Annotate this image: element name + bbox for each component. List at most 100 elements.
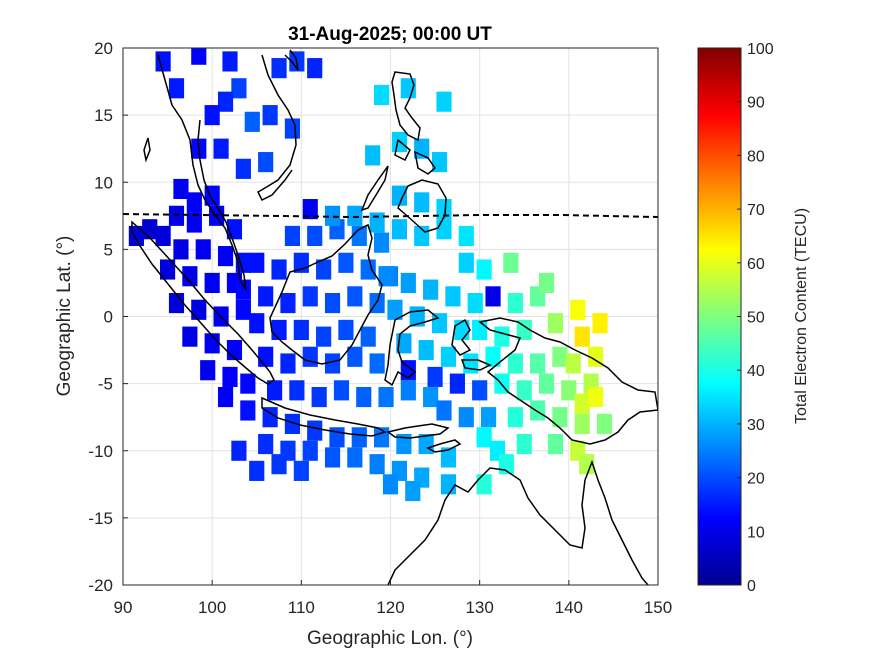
tec-cell — [440, 447, 457, 468]
coastline-malay-peninsula — [157, 54, 247, 291]
tec-cell — [182, 266, 198, 287]
tec-cell — [552, 346, 568, 367]
tec-cell — [485, 286, 501, 307]
tec-cell — [574, 413, 590, 434]
tec-cell — [347, 286, 363, 307]
x-tick-label: 140 — [555, 598, 583, 617]
tec-cell — [186, 192, 202, 213]
tec-cell — [338, 252, 354, 273]
coastline-lesser-sunda — [386, 423, 450, 439]
colorbar-tick-label: 0 — [747, 578, 756, 595]
x-tick-label: 90 — [114, 598, 133, 617]
tec-cell — [369, 353, 385, 374]
tec-cell — [485, 346, 501, 367]
y-tick-label: 15 — [94, 106, 113, 125]
coastline-halmahera — [451, 318, 472, 356]
tec-cell — [249, 460, 265, 481]
tec-cell — [173, 178, 189, 200]
colorbar-axis: 0 10 20 30 40 50 60 70 80 90 100 — [737, 41, 774, 595]
tec-cell — [431, 313, 448, 334]
y-tick-label: -20 — [88, 576, 113, 595]
tec-cell — [168, 78, 185, 99]
tec-cell — [217, 91, 234, 112]
tec-cell — [351, 427, 367, 448]
tec-cell — [400, 380, 416, 401]
tec-cell — [565, 353, 581, 374]
coastline-sumatra — [131, 220, 275, 385]
tec-cell — [391, 219, 407, 240]
x-tick-label: 120 — [376, 598, 404, 617]
tec-cell — [516, 319, 532, 340]
tec-cell — [271, 454, 287, 475]
tec-cell — [280, 293, 296, 314]
tec-cell — [191, 48, 207, 65]
tec-cell — [333, 380, 350, 401]
colorbar-tick-label: 70 — [747, 202, 765, 219]
tec-cell — [316, 326, 332, 347]
coastline-indochina — [257, 54, 297, 202]
coastline-sulawesi — [384, 309, 440, 387]
tec-cell — [267, 380, 283, 401]
tec-cell — [226, 339, 243, 361]
tec-cell — [507, 293, 523, 314]
tec-cell — [360, 326, 376, 347]
colorbar-tick-label: 40 — [747, 363, 765, 380]
x-tick-label: 150 — [644, 598, 672, 617]
tec-cell — [360, 259, 376, 280]
tec-cell — [324, 353, 341, 374]
coastline-seram — [460, 359, 492, 371]
chart-title: 31-Aug-2025; 00:00 UT — [288, 24, 492, 45]
tec-cell — [160, 259, 176, 280]
tec-cell — [200, 360, 216, 381]
tec-cell — [347, 346, 363, 367]
coastline-indochina-north — [284, 49, 299, 71]
tec-cell — [249, 252, 265, 273]
tec-cell — [235, 158, 251, 179]
coastline-australia — [387, 459, 649, 585]
tec-cell — [249, 313, 265, 334]
tec-cell — [262, 407, 278, 428]
tec-cell — [507, 353, 523, 374]
coastline-luzon — [391, 71, 421, 142]
tec-cell — [271, 58, 287, 79]
y-tick-label: -10 — [88, 442, 113, 461]
tec-cell — [414, 192, 430, 213]
tec-cell — [204, 105, 220, 126]
tec-cell — [311, 386, 327, 408]
tec-cell — [302, 286, 318, 307]
tec-cell — [431, 152, 448, 173]
y-axis: 20 15 10 5 0 -5 -10 -15 -20 — [88, 39, 128, 595]
tec-cell — [351, 225, 367, 247]
tec-cell — [378, 386, 394, 408]
tec-cell — [191, 299, 207, 320]
tec-cell — [538, 272, 555, 294]
tec-cell — [289, 380, 305, 401]
tec-cell — [374, 84, 390, 106]
x-tick-label: 110 — [288, 598, 315, 617]
colorbar-tick-label: 50 — [747, 310, 765, 327]
coastline-borneo — [269, 223, 383, 365]
tec-cell — [418, 339, 434, 361]
tec-cell — [307, 420, 323, 441]
tec-cell — [235, 299, 251, 320]
tec-cell — [547, 313, 564, 334]
colorbar-label: Total Electron Content (TECU) — [793, 208, 810, 424]
tec-cell — [400, 272, 416, 294]
tec-cell — [596, 413, 613, 434]
tec-cell — [387, 299, 403, 320]
tec-cell — [302, 346, 318, 367]
tec-cell — [374, 232, 390, 253]
y-tick-label: -5 — [98, 375, 113, 394]
x-tick-label: 100 — [198, 598, 226, 617]
tec-cell — [271, 259, 287, 280]
tec-cell — [463, 353, 479, 374]
tec-cell — [186, 212, 202, 233]
tec-cell — [472, 319, 488, 340]
tec-cell — [588, 386, 604, 408]
tec-cell — [240, 400, 256, 421]
tec-cell — [472, 380, 488, 401]
coastline-visayas — [394, 138, 437, 175]
tec-cell — [235, 279, 251, 300]
tec-cell — [481, 407, 497, 428]
